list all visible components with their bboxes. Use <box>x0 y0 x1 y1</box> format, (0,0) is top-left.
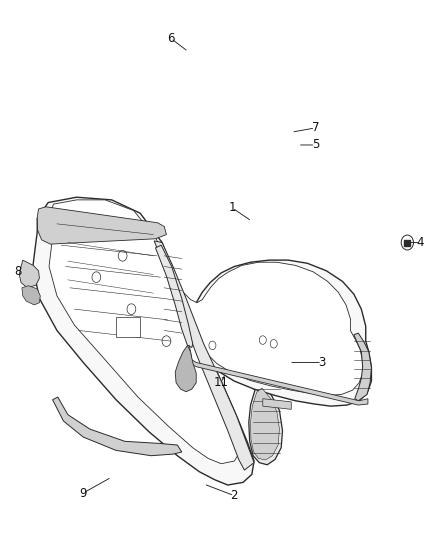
Text: 7: 7 <box>311 122 319 134</box>
Polygon shape <box>187 345 368 405</box>
Text: 2: 2 <box>230 489 238 502</box>
Polygon shape <box>249 383 283 465</box>
Polygon shape <box>33 197 254 485</box>
Text: 11: 11 <box>214 376 229 389</box>
Polygon shape <box>53 397 182 456</box>
Text: 3: 3 <box>318 356 325 369</box>
Polygon shape <box>19 260 39 288</box>
Text: 4: 4 <box>417 236 424 249</box>
Polygon shape <box>251 388 279 460</box>
Text: 1: 1 <box>228 201 236 214</box>
Polygon shape <box>154 241 254 470</box>
Polygon shape <box>155 245 193 348</box>
Polygon shape <box>175 345 196 392</box>
Polygon shape <box>354 333 371 401</box>
Polygon shape <box>161 245 371 406</box>
Polygon shape <box>49 200 241 464</box>
Polygon shape <box>182 262 363 395</box>
Polygon shape <box>22 286 40 305</box>
Polygon shape <box>263 399 291 409</box>
Text: 6: 6 <box>167 32 175 45</box>
Text: 9: 9 <box>79 487 87 499</box>
Polygon shape <box>37 207 166 244</box>
Text: 5: 5 <box>312 139 319 151</box>
Bar <box>116 317 140 337</box>
Text: 8: 8 <box>14 265 21 278</box>
